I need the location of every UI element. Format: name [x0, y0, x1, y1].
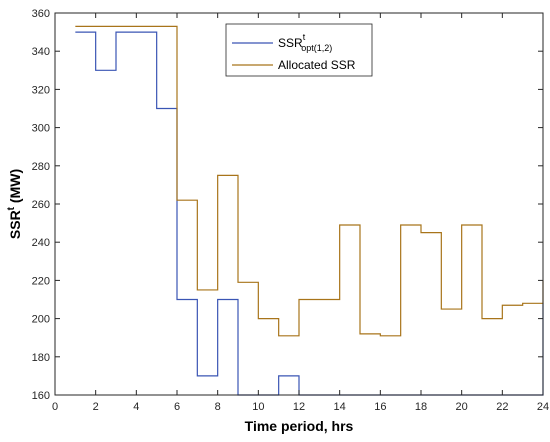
x-tick-label: 2: [93, 401, 99, 413]
x-tick-label: 22: [496, 401, 508, 413]
x-tick-label: 24: [537, 401, 549, 413]
y-tick-label: 200: [32, 314, 50, 326]
x-tick-label: 12: [293, 401, 305, 413]
legend-label-opt: SSRt opt(1,2): [278, 32, 332, 53]
x-tick-label: 8: [215, 401, 221, 413]
y-tick-label: 320: [32, 84, 50, 96]
y-tick-label: 340: [32, 46, 50, 58]
y-axis-title: SSRt (MW): [6, 169, 23, 239]
x-tick-label: 18: [415, 401, 427, 413]
legend-label-opt-base: SSR: [278, 36, 303, 50]
x-tick-label: 14: [334, 401, 346, 413]
y-axis-title-unit: (MW): [7, 169, 23, 207]
y-tick-label: 260: [32, 199, 50, 211]
legend-label-alloc: Allocated SSR: [278, 58, 356, 72]
legend-label-opt-sub: opt(1,2): [301, 43, 332, 53]
x-tick-label: 0: [52, 401, 58, 413]
x-tick-label: 20: [456, 401, 468, 413]
x-tick-label: 16: [374, 401, 386, 413]
x-tick-label: 6: [174, 401, 180, 413]
y-axis-title-sup: t: [6, 206, 17, 210]
y-axis-title-base: SSR: [7, 210, 23, 239]
y-tick-label: 300: [32, 123, 50, 135]
legend: SSRt opt(1,2) Allocated SSR: [225, 23, 373, 77]
legend-box: [225, 23, 373, 77]
y-tick-label: 280: [32, 161, 50, 173]
x-tick-label: 10: [252, 401, 264, 413]
y-tick-label: 240: [32, 237, 50, 249]
x-tick-label: 4: [133, 401, 139, 413]
y-tick-label: 180: [32, 352, 50, 364]
y-tick-label: 220: [32, 275, 50, 287]
x-axis: 0 2 4 6 8 10 12 14 16 18 20 22 24: [52, 13, 549, 413]
y-tick-label: 160: [32, 390, 50, 402]
y-tick-label: 360: [32, 8, 50, 20]
x-axis-title: Time period, hrs: [245, 418, 354, 434]
series-line-alloc: [75, 25, 544, 337]
legend-label-opt-sup: t: [303, 32, 306, 42]
y-axis: 160 180 200 220 240 260 280 300 320 340 360: [32, 8, 543, 402]
